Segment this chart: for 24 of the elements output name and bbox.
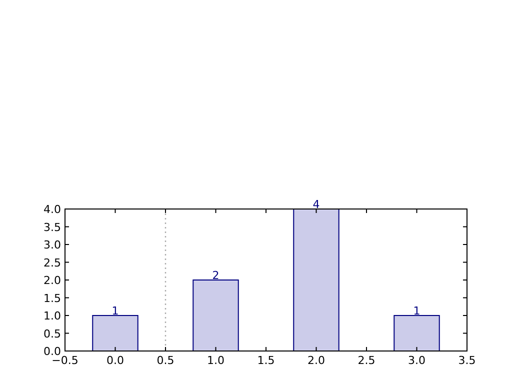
data-label: 2 bbox=[212, 269, 220, 282]
y-tick-label: 0.5 bbox=[44, 327, 61, 340]
y-tick-label: 1.0 bbox=[44, 310, 61, 322]
bar bbox=[293, 208, 340, 352]
data-label: 1 bbox=[413, 304, 420, 318]
x-tick-label: 3.5 bbox=[458, 354, 476, 367]
x-tick-label: 0.0 bbox=[106, 354, 124, 367]
x-tick-label: 2.5 bbox=[358, 354, 376, 367]
x-tick-label: 1.5 bbox=[257, 354, 275, 367]
y-tick-label: 2.0 bbox=[44, 274, 61, 287]
x-tick-label: 3.0 bbox=[408, 354, 426, 367]
x-tick-label: 1.0 bbox=[207, 354, 224, 367]
y-tick-label: 2.5 bbox=[44, 256, 61, 270]
x-tick-label: 0.5 bbox=[156, 354, 174, 367]
bar bbox=[92, 315, 138, 352]
y-tick-label: 4.0 bbox=[44, 203, 61, 216]
x-tick-label: 2.0 bbox=[308, 354, 325, 367]
bar bbox=[192, 280, 239, 352]
data-label: 1 bbox=[112, 304, 119, 318]
y-tick-label: 3.5 bbox=[44, 220, 61, 234]
y-tick-label: 1.5 bbox=[44, 292, 61, 305]
data-label: 4 bbox=[312, 198, 320, 211]
bar bbox=[394, 315, 440, 352]
y-tick-label: 3.0 bbox=[44, 238, 61, 252]
